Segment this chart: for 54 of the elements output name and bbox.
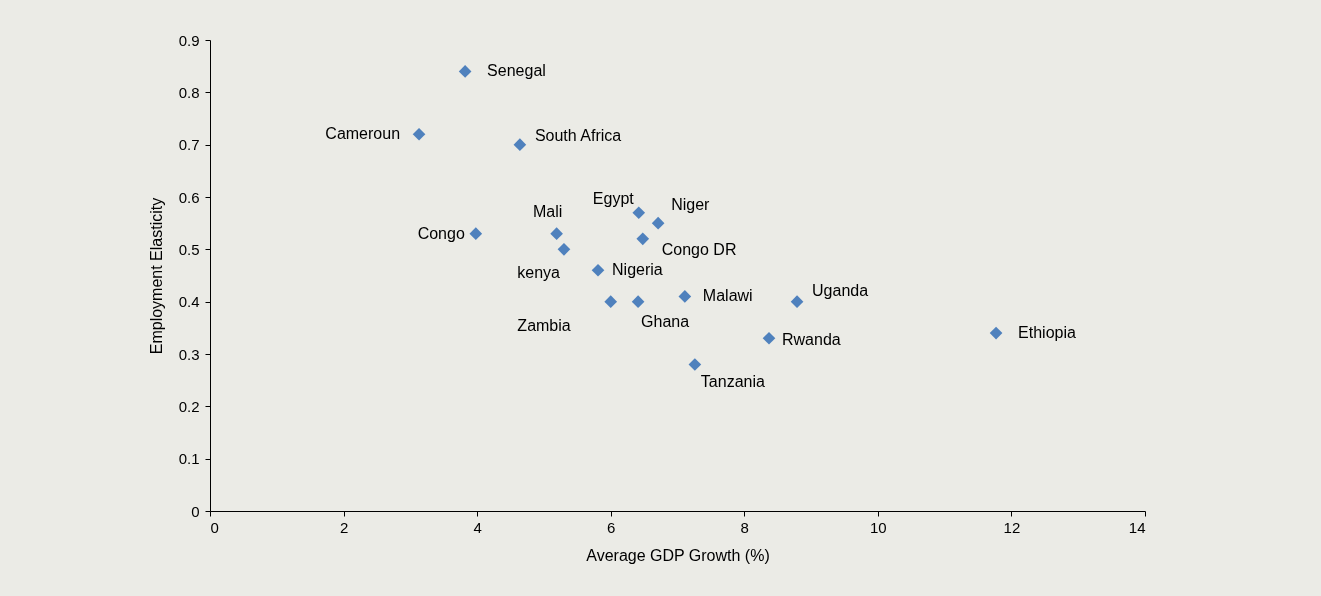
- x-tick-label: 4: [473, 518, 482, 536]
- y-tick-label: 0.9: [178, 31, 200, 49]
- point: [790, 295, 804, 308]
- point: [550, 227, 563, 240]
- x-tick-label: 8: [740, 518, 749, 536]
- point: [591, 263, 605, 277]
- point: [989, 326, 1003, 340]
- annotation: Senegal: [487, 62, 546, 80]
- annotation: Tanzania: [700, 373, 766, 391]
- y-tick-label: 0.1: [178, 450, 200, 468]
- x-tick-label: 0: [210, 518, 219, 536]
- annotation: Ghana: [641, 312, 690, 330]
- x-tick-label: 2: [339, 518, 349, 536]
- point: [678, 290, 692, 303]
- point: [458, 65, 472, 78]
- annotation: Nigeria: [612, 261, 663, 279]
- annotation: Cameroun: [325, 125, 401, 143]
- y-tick-label: 0: [191, 502, 200, 520]
- y-tick-label: 0.6: [178, 188, 200, 206]
- annotation: Uganda: [812, 281, 869, 299]
- point: [632, 206, 646, 220]
- x-tick-label: 6: [607, 518, 616, 536]
- annotation: Congo: [417, 224, 465, 242]
- x-tick-label: 14: [1128, 518, 1146, 536]
- point: [688, 358, 702, 371]
- point: [513, 138, 527, 151]
- annotation: Niger: [671, 196, 711, 214]
- x-tick-label: 12: [1003, 518, 1021, 536]
- point: [469, 227, 483, 240]
- annotation: Egypt: [592, 189, 635, 207]
- annotation: Mali: [532, 202, 563, 220]
- point: [762, 331, 776, 345]
- annotation: Congo DR: [661, 240, 737, 258]
- annotation: Zambia: [517, 316, 571, 334]
- y-tick-label: 0.5: [178, 240, 200, 258]
- point: [604, 295, 618, 308]
- y-tick-label: 0.3: [178, 345, 200, 363]
- x-tick-label: 10: [870, 518, 887, 536]
- annotation: South Africa: [534, 126, 622, 144]
- point: [412, 127, 426, 141]
- y-axis-title: Employment Elasticity: [147, 197, 165, 355]
- point: [557, 243, 571, 256]
- annotation: Rwanda: [782, 331, 841, 349]
- x-axis-title: Average GDP Growth (%): [586, 546, 770, 564]
- y-tick-label: 0.4: [178, 293, 200, 311]
- point: [636, 232, 650, 246]
- y-tick-label: 0.8: [178, 83, 200, 101]
- point: [631, 295, 645, 308]
- y-tick-label: 0.2: [178, 397, 200, 415]
- annotation: Ethiopia: [1018, 324, 1076, 342]
- y-tick-label: 0.7: [178, 136, 200, 154]
- annotation: Malawi: [702, 287, 753, 305]
- point: [651, 216, 665, 230]
- annotation: kenya: [517, 264, 561, 282]
